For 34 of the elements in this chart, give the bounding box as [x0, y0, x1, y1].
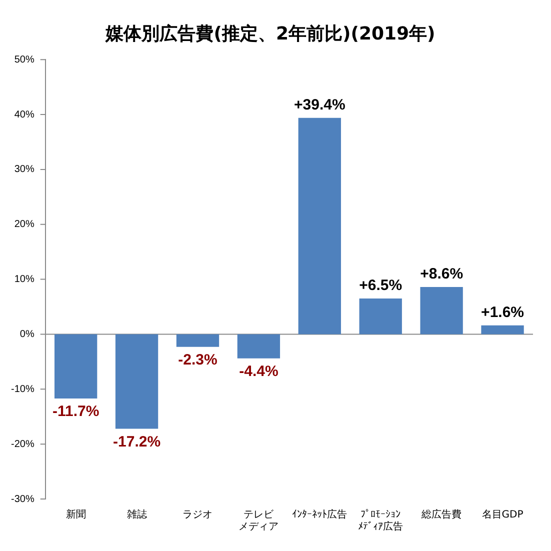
x-tick-label: ﾌﾟﾛﾓｰｼｮﾝﾒﾃﾞｨｱ広告	[358, 510, 404, 533]
x-tick-label: ｲﾝﾀｰﾈｯﾄ広告	[292, 508, 348, 521]
data-label: +8.6%	[420, 266, 464, 283]
data-label: +1.6%	[481, 304, 524, 322]
bar	[237, 334, 280, 358]
y-tick-label: 0%	[20, 328, 34, 340]
y-tick-label: -20%	[10, 438, 34, 450]
bar	[176, 334, 220, 347]
y-tick-label: -10%	[10, 384, 34, 395]
bar	[298, 118, 341, 334]
data-label: -4.4%	[239, 363, 278, 380]
bar	[54, 334, 98, 398]
x-tick-label: ラジオ	[182, 510, 213, 521]
bar	[115, 334, 158, 429]
bar	[420, 286, 463, 334]
data-label: +39.4%	[294, 96, 346, 114]
data-label: +6.5%	[359, 277, 402, 294]
x-tick-label: 名目GDP	[482, 508, 524, 521]
bar	[481, 325, 524, 334]
x-tick-label: 雑誌	[126, 508, 147, 521]
data-label: -2.3%	[178, 352, 218, 368]
y-tick-label: 20%	[14, 219, 34, 230]
y-tick-label: 50%	[14, 54, 34, 66]
y-tick-label: -30%	[10, 494, 34, 505]
data-label: -17.2%	[113, 433, 161, 450]
x-tick-label: 総広告費	[420, 508, 462, 521]
y-tick-label: 10%	[14, 274, 34, 286]
x-tick-label: 新聞	[66, 508, 86, 521]
y-tick-label: 40%	[14, 109, 34, 120]
bar	[359, 298, 402, 334]
y-tick-label: 30%	[14, 164, 34, 176]
data-label: -11.7%	[52, 403, 100, 420]
chart-title: 媒体別広告費(推定、2年前比)(2019年)	[104, 23, 436, 44]
x-tick-label: テレビメディア	[238, 510, 279, 533]
